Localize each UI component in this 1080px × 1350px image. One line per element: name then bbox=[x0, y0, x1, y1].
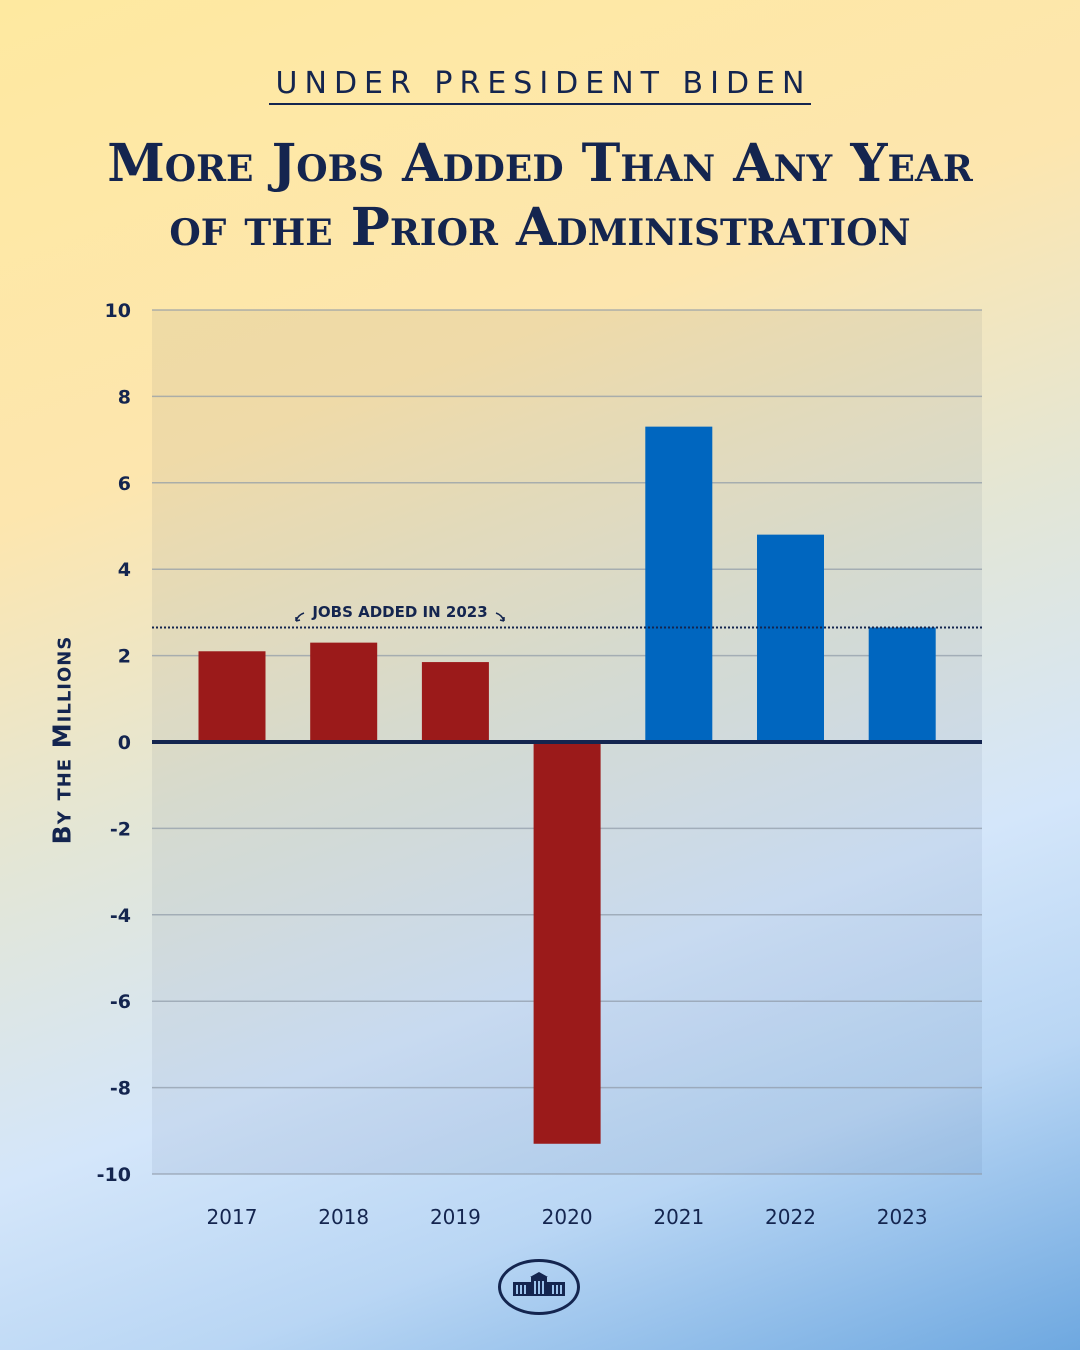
title-line-2: of the Prior Administration bbox=[169, 197, 911, 258]
bar-2017 bbox=[198, 651, 266, 742]
bar-2019 bbox=[421, 662, 489, 742]
white-house-icon bbox=[513, 1272, 565, 1296]
bar-2023 bbox=[868, 627, 936, 742]
bar-2020 bbox=[533, 742, 601, 1144]
kicker: UNDER PRESIDENT BIDEN bbox=[0, 66, 1080, 105]
x-tick-label: 2019 bbox=[430, 1205, 481, 1229]
bar-2021 bbox=[645, 426, 713, 742]
white-house-logo bbox=[498, 1259, 580, 1315]
y-tick-label: 8 bbox=[118, 386, 131, 408]
title-line-1: More Jobs Added Than Any Year bbox=[107, 133, 973, 194]
arrow-left-icon bbox=[295, 612, 305, 622]
x-tick-label: 2020 bbox=[542, 1205, 593, 1229]
y-tick-label: 10 bbox=[105, 300, 131, 322]
y-tick-label: -8 bbox=[110, 1078, 131, 1100]
chart-title: More Jobs Added Than Any Year of the Pri… bbox=[0, 132, 1080, 260]
bar-2022 bbox=[757, 534, 824, 742]
y-tick-label: -2 bbox=[110, 818, 131, 840]
x-tick-label: 2021 bbox=[653, 1205, 704, 1229]
y-tick-label: 0 bbox=[118, 732, 131, 754]
y-tick-label: 6 bbox=[118, 473, 131, 495]
x-tick-label: 2018 bbox=[318, 1205, 369, 1229]
x-tick-label: 2022 bbox=[765, 1205, 816, 1229]
y-tick-label: -10 bbox=[97, 1164, 131, 1186]
x-tick-label: 2017 bbox=[207, 1205, 258, 1229]
x-tick-label: 2023 bbox=[877, 1205, 928, 1229]
y-tick-label: 4 bbox=[118, 559, 131, 581]
y-tick-label: -6 bbox=[110, 991, 131, 1013]
y-tick-label: 2 bbox=[118, 646, 131, 668]
reference-line-label: JOBS ADDED IN 2023 bbox=[311, 603, 487, 621]
kicker-text: UNDER PRESIDENT BIDEN bbox=[268, 66, 812, 105]
arrow-right-icon bbox=[495, 612, 505, 622]
bar-2018 bbox=[310, 642, 378, 742]
y-tick-label: -4 bbox=[110, 905, 131, 927]
